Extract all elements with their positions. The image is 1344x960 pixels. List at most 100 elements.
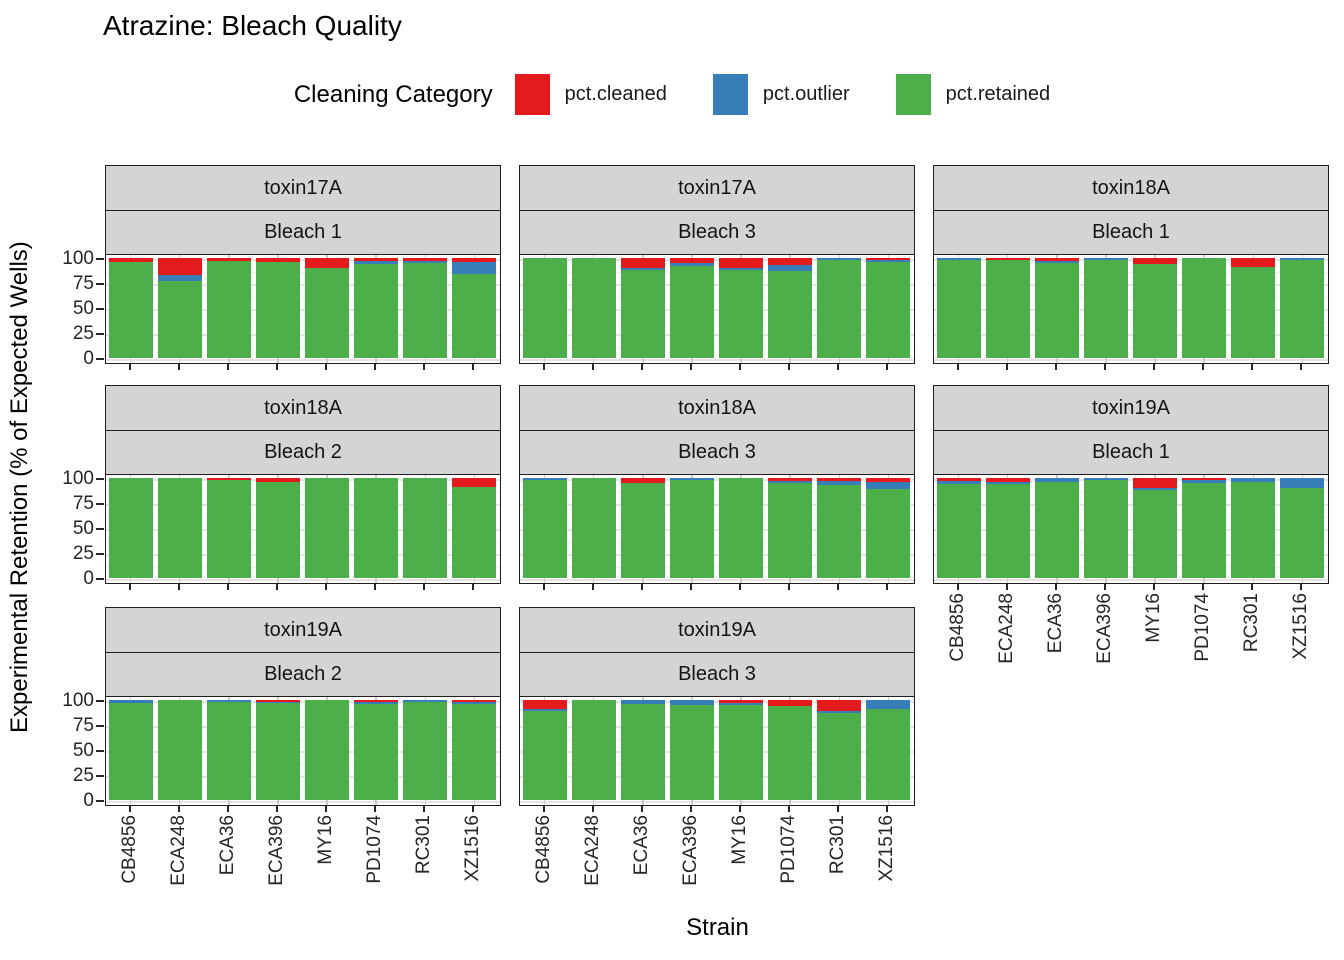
bar-segment-pct-retained [1083,480,1128,578]
bar-RC301 [817,700,862,800]
bar-XZ1516 [866,478,911,578]
x-tick-label: ECA248 [167,815,189,886]
gridline-minor [106,272,500,273]
bar-segment-pct-cleaned [985,478,1030,482]
gridline-minor [106,764,500,765]
legend-label: pct.outlier [762,83,850,105]
x-tick-mark [226,584,229,590]
bar-segment-pct-cleaned [620,258,665,268]
bar-segment-pct-retained [571,258,616,358]
bar-segment-pct-cleaned [768,258,813,265]
bar-segment-pct-retained [354,704,399,800]
gridline-minor [520,322,914,323]
facet-strip-toxin: toxin17A [519,165,915,211]
gridline-major [520,334,914,336]
bar-PD1074 [1182,478,1227,578]
y-tick-mark [96,503,104,505]
bar-ECA396 [1083,258,1128,358]
bar-CB4856 [522,478,567,578]
bar-segment-pct-retained [719,478,764,578]
bar-ECA36 [206,258,251,358]
gridline-major [520,359,914,361]
x-tick-mark [1153,364,1156,370]
bar-segment-pct-retained [768,706,813,800]
x-tick-mark [325,584,328,590]
y-tick-mark [96,700,104,702]
y-tick-label: 50 [72,518,94,539]
x-tick-mark [1202,584,1205,590]
bar-ECA396 [669,478,714,578]
bar-segment-pct-retained [108,262,153,358]
facet-strip-toxin: toxin18A [105,385,501,431]
bar-RC301 [817,478,862,578]
bar-RC301 [403,478,448,578]
x-tick-mark [128,364,131,370]
bar-segment-pct-retained [305,268,350,358]
bar-segment-pct-cleaned [354,700,399,702]
gridline-major [106,726,500,728]
x-tick-label: MY16 [1143,593,1165,643]
x-tick-mark [472,584,475,590]
x-tick-mark [542,584,545,590]
facet-panel [933,474,1329,584]
bar-MY16 [305,258,350,358]
x-tick-label: ECA396 [679,815,701,886]
x-tick-mark [374,584,377,590]
x-axis-title: Strain [686,914,749,941]
gridline-major [934,554,1328,556]
gridline-major [106,579,500,581]
x-tick-mark [1153,584,1156,590]
x-tick-mark [956,364,959,370]
bar-segment-pct-outlier [817,711,862,713]
bar-segment-pct-cleaned [866,478,911,482]
y-tick-mark [96,258,104,260]
x-tick-mark [374,364,377,370]
x-tick-mark [886,806,889,812]
x-tick-mark [788,806,791,812]
bar-PD1074 [768,258,813,358]
x-tick-label: XZ1516 [1290,593,1312,660]
x-tick-mark [591,584,594,590]
bar-ECA248 [571,700,616,800]
x-tick-label: MY16 [729,815,751,865]
y-tick-label: 75 [72,493,94,514]
bar-segment-pct-cleaned [206,258,251,261]
x-tick-mark [1103,364,1106,370]
bar-segment-pct-cleaned [108,258,153,262]
gridline-minor [934,272,1328,273]
bar-segment-pct-outlier [108,700,153,703]
bar-RC301 [817,258,862,358]
y-tick-mark [96,478,104,480]
facet-strip-bleach: Bleach 3 [519,209,915,256]
bar-segment-pct-cleaned [403,258,448,261]
x-tick-mark [1054,584,1057,590]
y-tick-mark [96,578,104,580]
bar-CB4856 [522,258,567,358]
facet-panel [105,254,501,364]
bar-segment-pct-outlier [669,478,714,480]
legend-item: pct.cleaned [514,74,667,115]
legend-swatch-pct-outlier [712,74,748,115]
bar-segment-pct-retained [108,703,153,800]
bar-segment-pct-outlier [719,703,764,705]
bar-ECA36 [1034,258,1079,358]
y-tick-label: 100 [62,248,94,269]
bar-segment-pct-outlier [620,700,665,704]
x-tick-mark [1054,364,1057,370]
bar-segment-pct-retained [305,478,350,578]
bar-segment-pct-retained [522,480,567,578]
bar-segment-pct-cleaned [452,700,497,702]
y-tick-mark [96,283,104,285]
legend-swatch-pct-retained [895,74,931,115]
bar-segment-pct-retained [985,484,1030,578]
gridline-minor [520,347,914,348]
x-tick-mark [837,584,840,590]
x-tick-label: ECA36 [630,815,652,876]
y-axis-title: Experimental Retention (% of Expected We… [6,241,33,734]
gridline-minor [934,517,1328,518]
x-tick-mark [837,806,840,812]
x-tick-mark [739,364,742,370]
x-tick-mark [689,364,692,370]
bar-XZ1516 [866,700,911,800]
x-tick-mark [1005,364,1008,370]
